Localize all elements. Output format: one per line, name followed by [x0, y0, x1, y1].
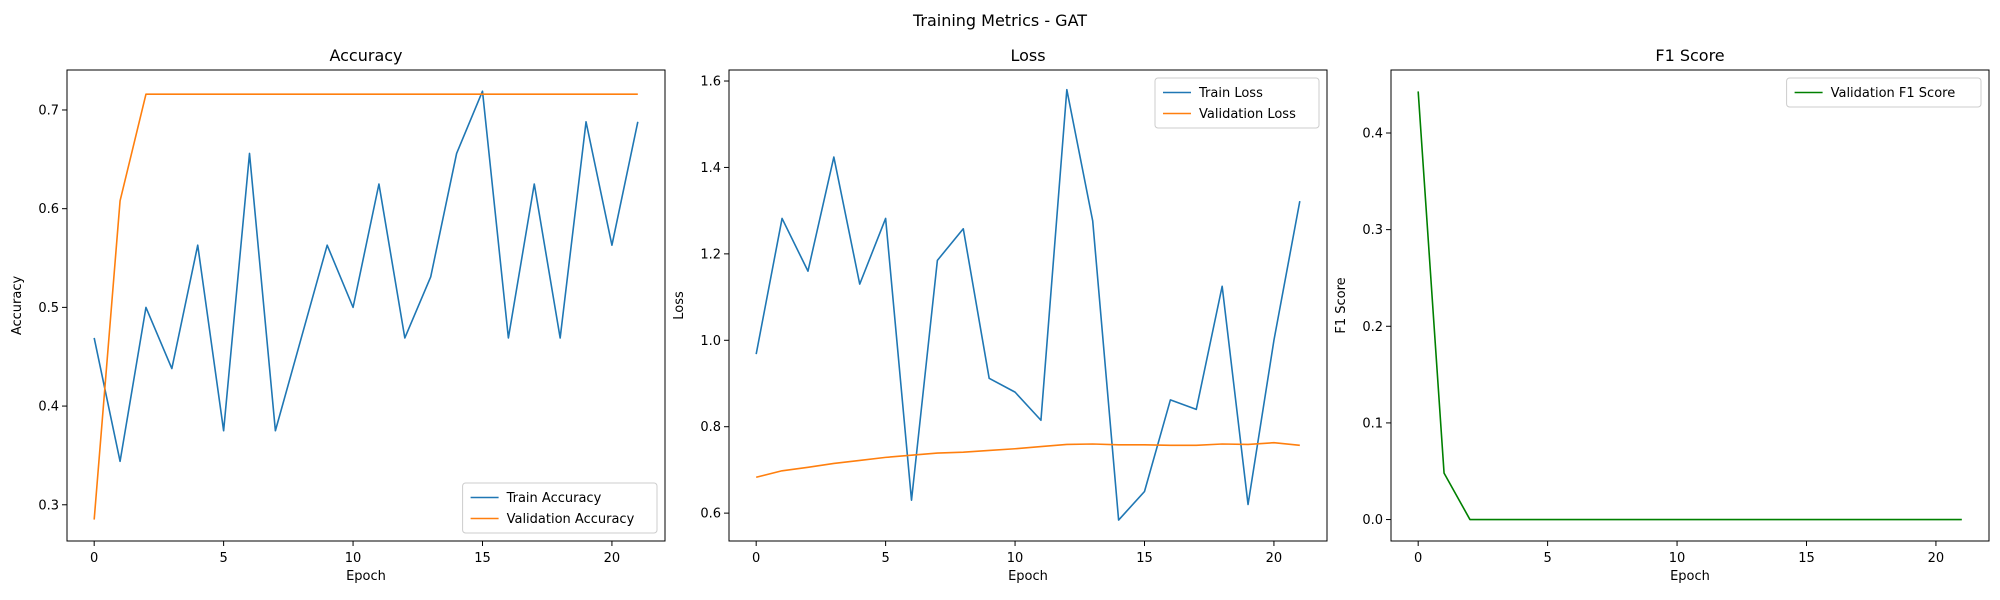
chart-1-title: Loss	[1010, 46, 1045, 65]
chart-1-x-tick-label: 15	[1136, 551, 1153, 566]
chart-0-x-tick-label: 15	[474, 551, 491, 566]
chart-0-x-tick-label: 5	[219, 551, 227, 566]
chart-0-series-validation-accuracy-line	[93, 93, 638, 520]
chart-2-y-tick-label: 0.0	[1362, 513, 1383, 528]
chart-2-x-tick-label: 0	[1414, 551, 1422, 566]
chart-1-x-axis-label: Epoch	[1008, 569, 1048, 584]
chart-0-legend-label: Validation Accuracy	[507, 512, 635, 527]
chart-1-y-tick-label: 0.6	[700, 507, 721, 522]
chart-2-x-axis-label: Epoch	[1670, 569, 1710, 584]
chart-0-legend-box	[462, 482, 658, 534]
chart-0-x-tick-label: 0	[90, 551, 98, 566]
figure-suptitle: Training Metrics - GAT	[912, 11, 1087, 30]
chart-panel-accuracy: Accuracy 0 5 10 15 20 0.3 0.4 0.5 0.6 0.7 Epoch Accu…	[10, 46, 666, 584]
chart-1-legend-label: Train Loss	[1198, 86, 1263, 101]
chart-2-axes-frame	[1390, 69, 1990, 542]
chart-1-series-validation-loss-line	[755, 441, 1300, 479]
chart-2-legend: Validation F1 Score	[1786, 77, 1982, 108]
chart-0-y-axis-label: Accuracy	[10, 276, 25, 336]
chart-2-y-tick-label: 0.2	[1362, 320, 1383, 335]
chart-0-axes-frame	[66, 69, 666, 542]
chart-1-x-tick-label: 5	[881, 551, 889, 566]
chart-0-series-train-accuracy-line	[93, 90, 639, 463]
chart-2-y-tick-label: 0.3	[1362, 223, 1383, 238]
chart-2-x-tick-label: 5	[1543, 551, 1551, 566]
chart-1-y-tick-label: 1.4	[700, 161, 721, 176]
chart-1-series-train-loss-line	[755, 88, 1301, 521]
chart-2-series-validation-f1-score-line	[1417, 91, 1962, 521]
chart-0-x-tick-label: 10	[345, 551, 362, 566]
chart-1-legend: Train Loss Validation Loss	[1154, 77, 1320, 129]
chart-0-y-tick-label: 0.4	[38, 400, 59, 415]
chart-0-x-axis-label: Epoch	[346, 569, 386, 584]
chart-panels: Accuracy 0 5 10 15 20 0.3 0.4 0.5 0.6 0.7 Epoch Accu…	[10, 46, 1990, 584]
chart-2-legend-box	[1786, 77, 1982, 108]
chart-2-x-tick-label: 15	[1798, 551, 1815, 566]
chart-2-y-tick-label: 0.4	[1362, 127, 1383, 142]
chart-0-y-tick-label: 0.6	[38, 202, 59, 217]
chart-1-y-tick-label: 0.8	[700, 420, 721, 435]
chart-0-x-tick-label: 20	[604, 551, 621, 566]
chart-2-y-tick-label: 0.1	[1362, 416, 1383, 431]
chart-0-y-tick-label: 0.5	[38, 301, 59, 316]
chart-1-x-tick-label: 20	[1266, 551, 1283, 566]
chart-panel-f1-score: F1 Score 0 5 10 15 20 0.0 0.1 0.2 0.3 0.4 Epoch F1 S…	[1334, 46, 1990, 584]
chart-1-axes-frame	[728, 69, 1328, 542]
chart-2-y-axis-label: F1 Score	[1334, 277, 1349, 333]
chart-2-legend-label: Validation F1 Score	[1831, 86, 1956, 101]
chart-0-y-tick-label: 0.7	[38, 103, 59, 118]
chart-1-legend-label: Validation Loss	[1199, 107, 1296, 122]
chart-1-y-axis-label: Loss	[672, 291, 687, 320]
chart-2-title: F1 Score	[1655, 46, 1724, 65]
chart-0-y-tick-label: 0.3	[38, 498, 59, 513]
chart-1-legend-box	[1154, 77, 1320, 129]
chart-2-x-tick-label: 10	[1669, 551, 1686, 566]
chart-1-x-tick-label: 10	[1007, 551, 1024, 566]
chart-2-x-tick-label: 20	[1928, 551, 1945, 566]
chart-1-y-tick-label: 1.2	[700, 247, 721, 262]
chart-panel-loss: Loss 0 5 10 15 20 0.6 0.8 1.0 1.2 1.4 1.6 Epoch Loss T…	[672, 46, 1328, 584]
chart-1-y-tick-label: 1.0	[700, 334, 721, 349]
chart-0-title: Accuracy	[329, 46, 402, 65]
chart-0-legend-label: Train Accuracy	[506, 491, 602, 506]
chart-1-y-tick-label: 1.6	[700, 75, 721, 90]
chart-1-x-tick-label: 0	[752, 551, 760, 566]
chart-0-legend: Train Accuracy Validation Accuracy	[462, 482, 658, 534]
